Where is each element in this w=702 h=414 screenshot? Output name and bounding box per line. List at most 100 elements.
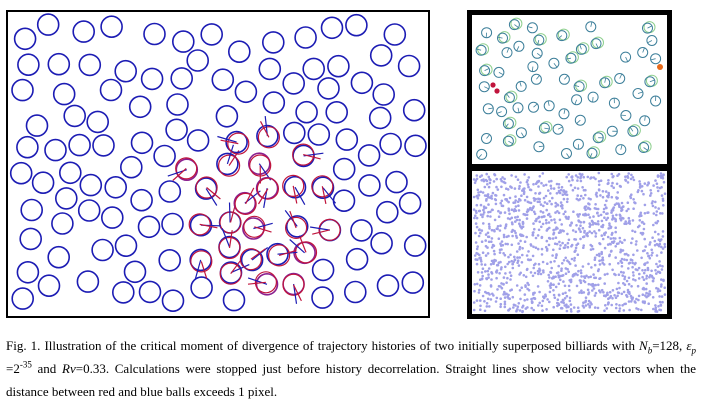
particle-dot	[542, 184, 545, 187]
particle-dot	[615, 182, 619, 186]
particle-dot	[641, 293, 645, 296]
red-ball	[234, 192, 257, 215]
particle-dot	[514, 199, 517, 202]
particle-dot	[519, 181, 522, 184]
particle-dot	[492, 249, 496, 253]
particle-dot	[645, 277, 648, 280]
particle-dot	[570, 176, 574, 179]
particle-dot	[646, 261, 649, 264]
particle-dot	[493, 218, 497, 222]
particle-dot	[481, 191, 485, 194]
particle-dot	[511, 228, 514, 232]
particle-dot	[655, 182, 659, 185]
particle-dot	[558, 240, 561, 244]
particle-dot	[598, 263, 602, 266]
particle-dot	[655, 254, 659, 257]
particle-dot	[571, 273, 575, 277]
teal-ball	[573, 81, 585, 93]
particle-dot	[607, 193, 610, 197]
particle-dot	[602, 210, 606, 214]
particle-dot	[552, 187, 556, 190]
blue-velocity-vector	[217, 135, 237, 143]
particle-dot	[624, 302, 627, 306]
particle-dot	[615, 242, 619, 246]
particle-dot	[562, 259, 566, 262]
particle-dot	[582, 244, 585, 247]
particle-dot	[632, 178, 636, 182]
particle-dot	[564, 267, 568, 270]
particle-dot	[560, 267, 563, 270]
particle-dot	[509, 274, 513, 277]
particle-dot	[593, 258, 597, 261]
particle-dot	[660, 194, 664, 197]
particle-dot	[481, 215, 484, 219]
particle-dot	[564, 291, 567, 295]
particle-dot	[612, 186, 615, 189]
particle-dot	[516, 259, 520, 262]
billiard-ball	[17, 53, 40, 77]
particle-dot	[584, 299, 588, 303]
particle-dot	[599, 277, 602, 280]
ball-direction-tick	[478, 154, 482, 159]
billiard-ball	[358, 174, 381, 197]
billiard-ball	[317, 77, 340, 100]
teal-ball	[638, 142, 650, 153]
particle-dot	[546, 298, 549, 301]
particle-dot	[545, 221, 548, 225]
particle-dot	[545, 208, 548, 212]
particle-dot	[582, 175, 585, 179]
particle-dot	[653, 230, 657, 234]
particle-dot	[661, 265, 664, 268]
particle-dot	[628, 261, 632, 265]
particle-dot	[582, 197, 585, 200]
particle-dot	[583, 213, 586, 217]
particle-dot	[638, 219, 642, 222]
particle-dot	[608, 262, 611, 266]
blue-velocity-vector	[226, 144, 234, 165]
particle-dot	[589, 243, 592, 247]
particle-dot	[654, 200, 657, 204]
ball-direction-tick	[506, 47, 510, 53]
particle-dot	[533, 271, 537, 275]
particle-dot	[607, 191, 610, 195]
teal-ball	[533, 141, 545, 153]
particle-dot	[625, 209, 628, 213]
particle-dot	[559, 201, 563, 204]
particle-dot	[487, 273, 490, 276]
particle-dot	[659, 308, 663, 312]
teal-ball	[587, 91, 599, 103]
particle-dot	[597, 171, 601, 175]
billiard-ball	[311, 258, 335, 282]
particle-dot	[532, 210, 536, 214]
particle-dot	[652, 184, 655, 187]
red-ball	[227, 132, 250, 155]
particle-dot	[608, 222, 611, 225]
particle-dot	[643, 237, 646, 241]
particle-dot	[553, 260, 556, 263]
particle-dot	[508, 212, 511, 216]
blue-velocity-vector	[289, 239, 305, 254]
particle-dot	[545, 202, 549, 205]
particle-dot	[551, 196, 554, 200]
particle-dot	[507, 255, 510, 259]
teal-ball	[552, 123, 564, 135]
particle-dot	[618, 309, 621, 313]
particle-dot	[641, 249, 645, 253]
particle-dot	[584, 304, 588, 307]
billiard-ball	[158, 180, 182, 203]
particle-dot	[491, 191, 495, 195]
particle-dot	[599, 213, 603, 217]
particle-dot	[624, 175, 627, 178]
billiard-ball	[345, 13, 368, 37]
particle-dot	[499, 211, 503, 214]
particle-dot	[532, 183, 535, 186]
particle-dot	[538, 197, 541, 201]
particle-dot	[611, 289, 615, 292]
particle-dot	[575, 284, 579, 288]
particle-dot	[552, 293, 556, 297]
particle-dot	[648, 256, 652, 260]
teal-ball	[646, 35, 658, 46]
particle-dot	[640, 256, 643, 260]
billiard-ball	[47, 52, 71, 76]
particle-dot	[480, 277, 484, 280]
